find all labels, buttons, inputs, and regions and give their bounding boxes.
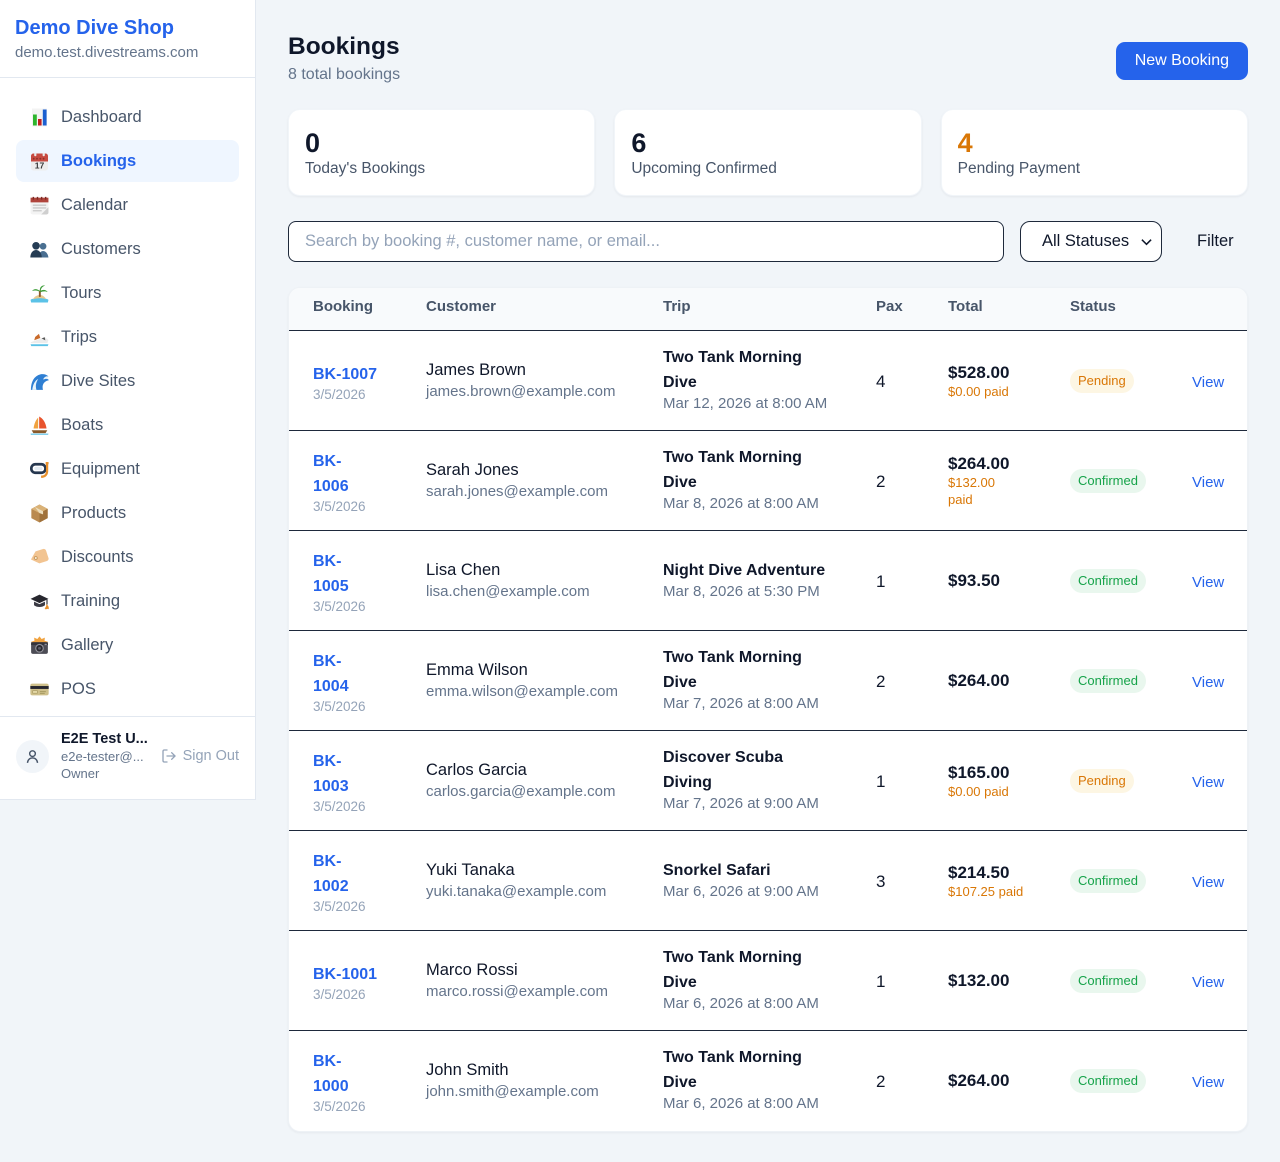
svg-text:17: 17: [35, 160, 45, 170]
